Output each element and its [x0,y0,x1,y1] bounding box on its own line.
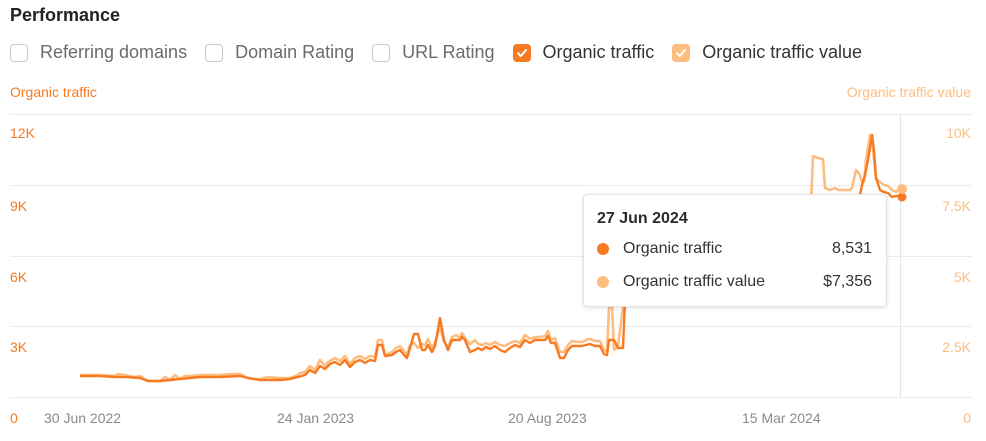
right-y-tick: 7.5K [942,198,971,214]
checkbox-unchecked-icon[interactable] [10,43,28,62]
tooltip-value: 8,531 [831,240,872,257]
organic-traffic-value-hover-point [897,184,907,194]
right-y-tick: 0 [963,410,971,426]
checkbox-unchecked-icon[interactable] [372,43,391,62]
series-dot-icon [597,243,609,255]
legend-label: Referring domains [40,42,188,62]
legend-organic-traffic[interactable]: Organic traffic [512,42,655,63]
legend-url-rating[interactable]: URL Rating [372,42,495,63]
x-tick: 20 Aug 2023 [508,410,587,426]
legend-domain-rating[interactable]: Domain Rating [205,42,354,63]
checkmark-icon [676,48,687,57]
series-dot-icon [597,276,609,288]
checkbox-checked-icon[interactable] [512,43,531,62]
left-y-tick: 6K [10,269,28,285]
organic-traffic-hover-point [897,192,907,202]
legend-referring-domains[interactable]: Referring domains [10,42,187,63]
series-legend: Referring domains Domain Rating URL Rati… [10,42,880,63]
left-y-tick: 9K [10,198,28,214]
right-axis-title: Organic traffic value [846,84,971,100]
left-y-tick: 3K [10,339,28,355]
tooltip-row-organic-traffic: Organic traffic 8,531 [597,240,872,258]
tooltip-label: Organic traffic value [623,273,765,290]
tooltip-value: $7,356 [823,273,872,290]
right-y-tick: 5K [953,269,971,285]
left-y-tick: 12K [10,125,35,141]
legend-label: URL Rating [402,42,495,62]
legend-label: Domain Rating [235,42,355,62]
tooltip-label: Organic traffic [623,240,723,257]
legend-label: Organic traffic value [702,42,862,62]
legend-label: Organic traffic [542,42,655,62]
right-y-tick: 2.5K [942,339,971,355]
legend-organic-traffic-value[interactable]: Organic traffic value [672,42,862,63]
checkmark-icon [516,48,527,57]
x-tick: 24 Jan 2023 [277,410,355,426]
tooltip-row-organic-traffic-value: Organic traffic value $7,356 [597,273,872,291]
left-axis-title: Organic traffic [10,84,97,100]
checkbox-checked-icon[interactable] [672,43,691,62]
chart-tooltip: 27 Jun 2024 Organic traffic 8,531 Organi… [583,194,887,307]
left-y-tick: 0 [10,410,18,426]
checkbox-unchecked-icon[interactable] [205,43,224,62]
tooltip-date: 27 Jun 2024 [597,210,688,227]
x-tick: 30 Jun 2022 [44,410,122,426]
right-y-tick: 10K [946,125,971,141]
performance-title: Performance [10,5,121,25]
x-tick: 15 Mar 2024 [742,410,821,426]
